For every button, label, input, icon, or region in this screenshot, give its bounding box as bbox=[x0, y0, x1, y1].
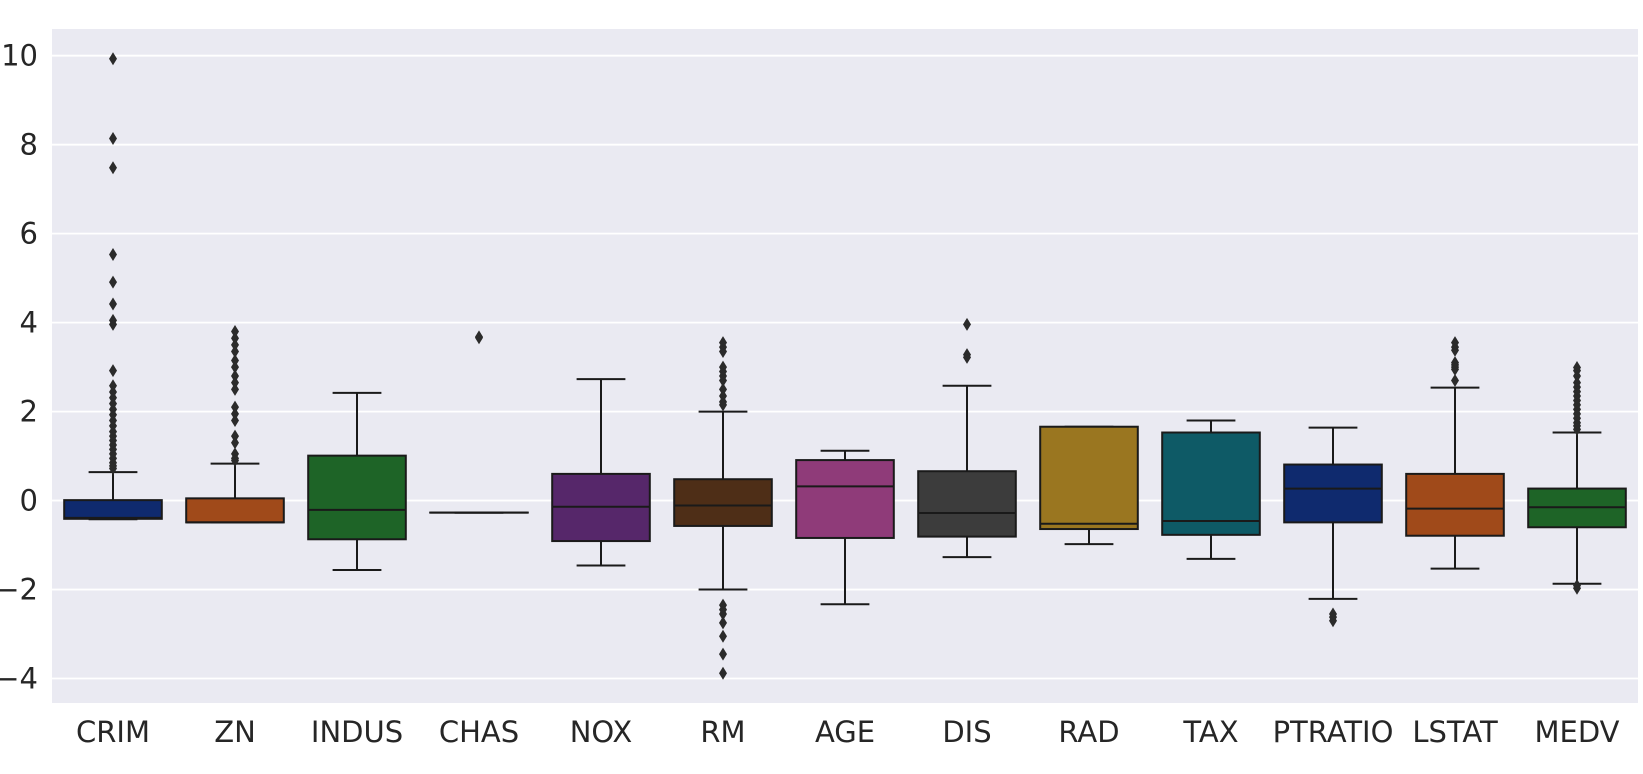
y-tick-label: 2 bbox=[20, 395, 38, 429]
x-tick-label: PTRATIO bbox=[1273, 715, 1394, 749]
box-indus bbox=[307, 391, 407, 571]
outlier-point bbox=[231, 376, 239, 390]
box-lstat bbox=[1405, 336, 1505, 570]
x-axis: CRIM ZN INDUS CHAS NOX RM AGE DIS RAD TAX PTRATIO L… bbox=[76, 715, 1620, 749]
outlier-point bbox=[1329, 614, 1337, 628]
boxes bbox=[63, 52, 1627, 680]
box-rm bbox=[673, 336, 773, 680]
outlier-point bbox=[109, 131, 117, 145]
box-body bbox=[673, 478, 773, 527]
outlier-point bbox=[719, 373, 727, 387]
outlier-point bbox=[231, 436, 239, 450]
box-tax bbox=[1161, 419, 1261, 560]
outlier-point bbox=[231, 338, 239, 352]
outlier-point bbox=[719, 398, 727, 412]
outlier-point bbox=[231, 345, 239, 359]
y-tick-label: 6 bbox=[20, 217, 38, 251]
y-tick-label: 8 bbox=[20, 128, 38, 162]
outlier-point bbox=[231, 360, 239, 374]
outlier-point bbox=[1573, 422, 1581, 436]
outlier-point bbox=[1573, 581, 1581, 595]
box-body bbox=[917, 470, 1017, 538]
y-tick-label: −4 bbox=[0, 662, 38, 696]
box-body bbox=[1161, 431, 1261, 536]
box-age bbox=[795, 449, 895, 606]
outlier-point bbox=[231, 353, 239, 367]
outlier-point bbox=[719, 382, 727, 396]
outlier-point bbox=[963, 350, 971, 364]
x-tick-label: CHAS bbox=[439, 715, 519, 749]
outlier-point bbox=[231, 407, 239, 421]
x-tick-label: RM bbox=[700, 715, 745, 749]
box-dis bbox=[917, 317, 1017, 559]
box-nox bbox=[551, 378, 651, 567]
x-tick-label: LSTAT bbox=[1412, 715, 1498, 749]
y-tick-label: 10 bbox=[1, 39, 38, 73]
outlier-point bbox=[1451, 373, 1459, 387]
outlier-point bbox=[719, 647, 727, 661]
outlier-point bbox=[109, 248, 117, 262]
outlier-point bbox=[109, 317, 117, 331]
outlier-point bbox=[231, 429, 239, 443]
outlier-point bbox=[475, 330, 483, 344]
outlier-point bbox=[231, 400, 239, 414]
box-body bbox=[1039, 425, 1139, 531]
box-body bbox=[307, 454, 407, 541]
outlier-point bbox=[719, 666, 727, 680]
outlier-point bbox=[109, 297, 117, 311]
outlier-point bbox=[109, 161, 117, 175]
box-body bbox=[1405, 472, 1505, 537]
x-tick-label: RAD bbox=[1058, 715, 1119, 749]
outlier-point bbox=[109, 364, 117, 378]
outlier-point bbox=[1451, 343, 1459, 357]
outlier-point bbox=[719, 345, 727, 359]
box-body bbox=[1283, 463, 1383, 524]
x-tick-label: DIS bbox=[942, 715, 991, 749]
x-tick-label: ZN bbox=[214, 715, 256, 749]
y-axis: −4 −2 0 2 4 6 8 10 bbox=[0, 39, 38, 696]
outlier-point bbox=[231, 454, 239, 468]
y-tick-label: 0 bbox=[20, 484, 38, 518]
x-tick-label: TAX bbox=[1182, 715, 1238, 749]
outlier-point bbox=[719, 616, 727, 630]
outlier-point bbox=[963, 317, 971, 331]
box-medv bbox=[1527, 361, 1627, 595]
box-chas bbox=[429, 330, 529, 514]
outlier-point bbox=[109, 52, 117, 66]
outlier-point bbox=[231, 331, 239, 345]
outlier-point bbox=[231, 325, 239, 339]
y-tick-label: 4 bbox=[20, 306, 38, 340]
box-crim bbox=[63, 52, 163, 521]
outlier-point bbox=[719, 607, 727, 621]
box-body bbox=[63, 499, 163, 520]
box-rad bbox=[1039, 425, 1139, 546]
outlier-point bbox=[719, 629, 727, 643]
box-body bbox=[795, 459, 895, 539]
outlier-point bbox=[1573, 369, 1581, 383]
x-tick-label: NOX bbox=[570, 715, 633, 749]
box-body bbox=[185, 497, 285, 524]
outlier-point bbox=[109, 462, 117, 476]
outlier-point bbox=[231, 382, 239, 396]
outlier-point bbox=[231, 369, 239, 383]
box-ptratio bbox=[1283, 426, 1383, 628]
box-zn bbox=[185, 325, 285, 524]
y-tick-label: −2 bbox=[0, 573, 38, 607]
x-tick-label: MEDV bbox=[1534, 715, 1619, 749]
outlier-point bbox=[109, 275, 117, 289]
x-tick-label: INDUS bbox=[311, 715, 403, 749]
outlier-point bbox=[1451, 362, 1459, 376]
x-tick-label: AGE bbox=[815, 715, 875, 749]
outlier-point bbox=[231, 413, 239, 427]
x-tick-label: CRIM bbox=[76, 715, 150, 749]
